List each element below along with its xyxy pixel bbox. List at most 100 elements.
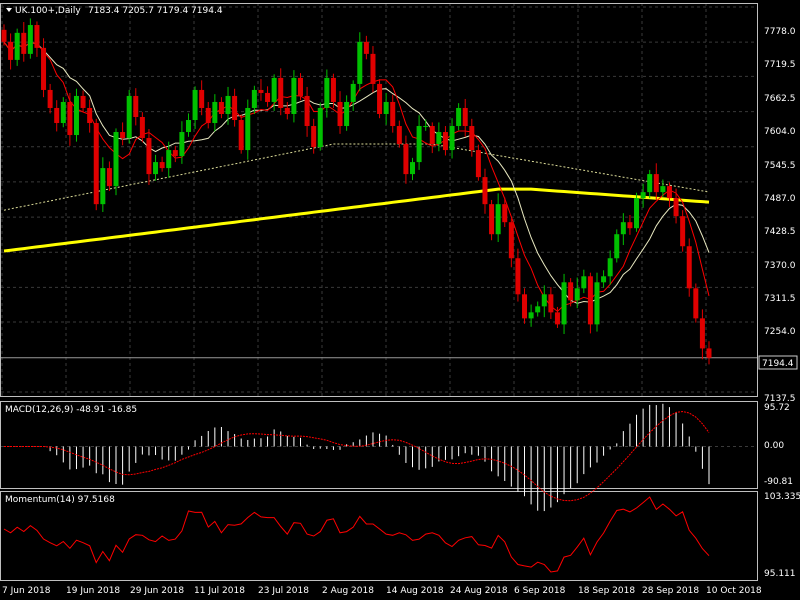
- candle-body: [574, 288, 580, 301]
- candle-body: [515, 258, 521, 295]
- candle-body: [482, 177, 488, 205]
- candle-body: [568, 282, 574, 301]
- candle-body: [205, 107, 211, 124]
- candle-body: [265, 92, 271, 102]
- candle-body: [680, 216, 686, 247]
- date-label: 23 Jul 2018: [258, 586, 309, 596]
- price-tick: 7778.0: [764, 27, 796, 37]
- candle-body: [87, 107, 93, 124]
- candle-body: [212, 101, 218, 124]
- candle-body: [693, 288, 699, 319]
- price-tick: 7254.0: [764, 327, 796, 337]
- price-tick: 7311.5: [764, 294, 796, 304]
- date-label: 14 Aug 2018: [386, 586, 444, 596]
- candle-body: [383, 101, 389, 114]
- candles[interactable]: [1, 18, 712, 365]
- macd-signal-line: [4, 410, 710, 502]
- candle-body: [67, 101, 73, 136]
- candle-body: [271, 77, 277, 102]
- momentum-panel: [3, 496, 710, 573]
- candle-body: [620, 222, 626, 235]
- candle-body: [172, 150, 178, 157]
- ma-long-line: [3, 187, 710, 253]
- candle-body: [449, 126, 455, 151]
- candle-body: [706, 348, 712, 358]
- candle-body: [1, 29, 7, 42]
- down-triangle-icon[interactable]: [6, 8, 12, 12]
- candle-body: [8, 41, 14, 60]
- candle-body: [106, 168, 112, 187]
- candle-body: [166, 150, 172, 169]
- candle-body: [541, 294, 547, 307]
- candle-body: [14, 32, 20, 60]
- macd-tick: -90.81: [764, 477, 793, 487]
- candle-body: [324, 77, 330, 108]
- candle-body: [199, 89, 205, 108]
- candle-body: [495, 204, 501, 235]
- candle-body: [311, 126, 317, 148]
- candle-body: [666, 186, 672, 199]
- candle-body: [363, 41, 369, 54]
- date-label: 7 Jun 2018: [2, 586, 51, 596]
- candle-body: [456, 107, 462, 127]
- candle-body: [502, 204, 508, 223]
- macd-panel: [1, 403, 757, 512]
- candle-body: [390, 101, 396, 127]
- candle-body: [561, 282, 567, 325]
- candle-body: [258, 89, 264, 93]
- candle-body: [403, 144, 409, 175]
- candle-body: [640, 192, 646, 199]
- price-tick: 7604.0: [764, 127, 796, 137]
- candle-body: [528, 312, 534, 319]
- candle-body: [27, 25, 33, 54]
- candle-body: [344, 101, 350, 127]
- candle-body: [653, 174, 659, 193]
- panel-frame: [0, 3, 758, 397]
- candle-body: [291, 77, 297, 114]
- candle-body: [278, 77, 284, 108]
- candle-body: [73, 95, 79, 136]
- date-label: 10 Oct 2018: [706, 586, 762, 596]
- candle-body: [60, 101, 66, 124]
- panel-frame: [0, 491, 758, 581]
- candle-body: [522, 294, 528, 319]
- candle-body: [594, 282, 600, 325]
- candle-body: [554, 312, 560, 325]
- candle-body: [232, 95, 238, 121]
- candle-body: [284, 107, 290, 114]
- candle-body: [469, 126, 475, 151]
- candle-body: [185, 120, 191, 133]
- price-tick: 7662.5: [764, 94, 796, 104]
- candle-body: [601, 276, 607, 283]
- price-tick: 7370.0: [764, 261, 796, 271]
- candle-body: [93, 123, 99, 205]
- candle-body: [508, 222, 514, 259]
- candle-body: [442, 132, 448, 151]
- candle-body: [357, 41, 363, 84]
- frames: [0, 3, 758, 581]
- candle-body: [614, 234, 620, 259]
- candle-body: [54, 107, 60, 124]
- candle-body: [416, 126, 422, 163]
- candle-body: [660, 186, 666, 193]
- date-label: 28 Sep 2018: [642, 586, 699, 596]
- candle-body: [179, 132, 185, 157]
- candle-body: [429, 126, 435, 145]
- momentum-tick: 95.111: [764, 569, 796, 579]
- candle-body: [34, 25, 40, 48]
- candle-body: [238, 120, 244, 151]
- date-label: 2 Aug 2018: [322, 586, 374, 596]
- candle-body: [489, 204, 495, 235]
- candle-body: [133, 95, 139, 117]
- candle-body: [47, 89, 53, 108]
- candle-body: [607, 258, 613, 277]
- candle-body: [350, 83, 356, 102]
- candle-body: [673, 198, 679, 217]
- candle-body: [647, 174, 653, 193]
- candle-body: [377, 83, 383, 114]
- macd-tick: 0.00: [764, 441, 784, 451]
- candle-body: [113, 132, 119, 187]
- candle-body: [475, 150, 481, 178]
